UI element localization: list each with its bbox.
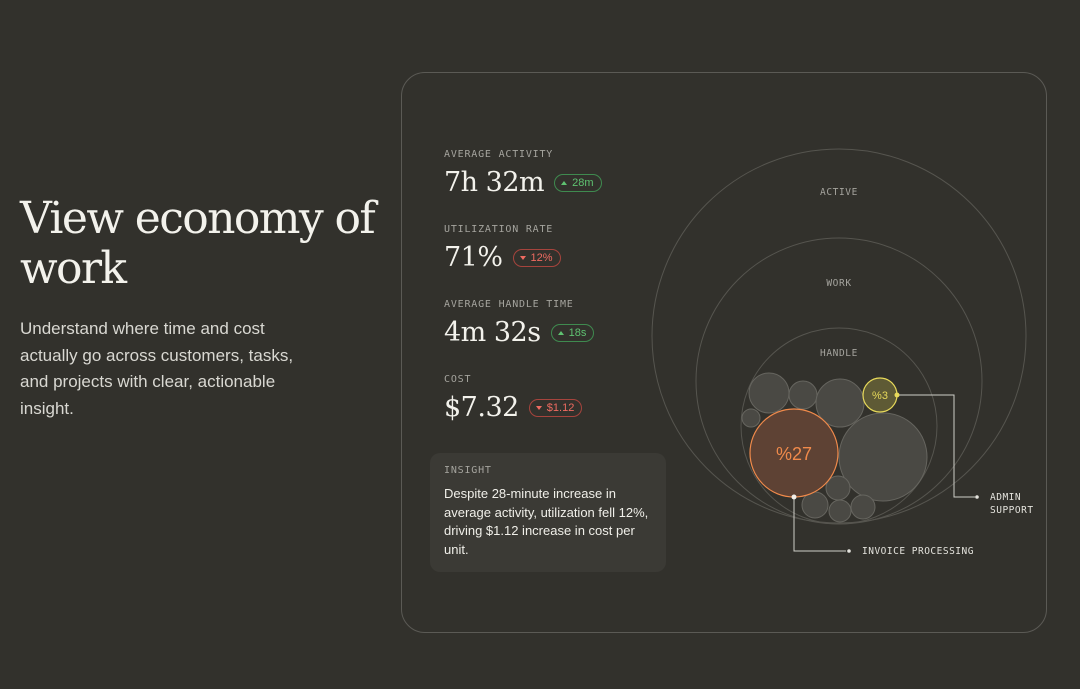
bubble	[748, 372, 790, 414]
metric-value: $7.32	[444, 392, 519, 423]
invoice-callout-line	[793, 497, 846, 552]
admin-callout-line	[897, 394, 975, 498]
ring-label-handle: HANDLE	[820, 348, 858, 359]
bubble	[815, 378, 865, 428]
insight-label: INSIGHT	[444, 465, 492, 476]
admin-share-label: %3	[872, 390, 888, 402]
admin-callout-dot	[894, 392, 900, 398]
metric-average-handle-time: AVERAGE HANDLE TIME 4m 32s 18s	[444, 299, 595, 350]
insight-text: Despite 28-minute increase in average ac…	[444, 486, 649, 557]
bubble	[850, 494, 876, 520]
arrow-up-icon	[557, 331, 564, 335]
delta-badge-up: 18s	[550, 324, 595, 342]
ring-active	[651, 148, 1027, 524]
metric-label: COST	[444, 374, 472, 385]
metric-cost: COST $7.32 $1.12	[444, 374, 583, 425]
arrow-up-icon	[561, 181, 568, 185]
delta-badge-down: $1.12	[528, 399, 583, 417]
hero-description: Understand where time and cost actually …	[20, 319, 294, 418]
metric-value: 4m 32s	[444, 317, 541, 348]
invoice-share-label: %27	[776, 444, 812, 464]
admin-callout-label: ADMIN	[990, 492, 1021, 503]
metric-label: AVERAGE ACTIVITY	[444, 149, 554, 160]
bubble	[828, 499, 852, 523]
ring-label-work: WORK	[826, 278, 851, 289]
bubble	[741, 408, 761, 428]
invoice-callout-label: INVOICE PROCESSING	[862, 546, 974, 557]
invoice-callout-end-dot	[847, 549, 851, 553]
metric-label: AVERAGE HANDLE TIME	[444, 299, 574, 310]
bubble-chart: ACTIVE WORK HANDLE %27 %3 ADMIN SUPPORT …	[651, 148, 1034, 557]
bubble	[838, 412, 928, 502]
delta-value: $1.12	[546, 402, 575, 414]
delta-value: 18s	[568, 327, 587, 339]
arrow-down-icon	[519, 256, 526, 260]
metric-value: 71%	[444, 242, 503, 273]
admin-callout-label: SUPPORT	[990, 505, 1034, 516]
delta-value: 28m	[572, 177, 594, 189]
delta-value: 12%	[530, 252, 553, 264]
admin-callout-end-dot	[975, 495, 979, 499]
insight-panel: INSIGHT Despite 28-minute increase in av…	[430, 453, 666, 572]
invoice-callout-dot	[791, 494, 797, 500]
delta-badge-down: 12%	[512, 249, 561, 267]
hero-title: View economy of work	[20, 193, 376, 294]
metric-label: UTILIZATION RATE	[444, 224, 554, 235]
ring-handle	[740, 327, 938, 525]
metric-average-activity: AVERAGE ACTIVITY 7h 32m 28m	[444, 149, 602, 200]
bubble	[788, 380, 818, 410]
metric-utilization-rate: UTILIZATION RATE 71% 12%	[444, 224, 561, 275]
arrow-down-icon	[535, 406, 542, 410]
metric-value: 7h 32m	[444, 167, 545, 198]
economy-card: AVERAGE ACTIVITY 7h 32m 28m UTILIZATION …	[401, 72, 1047, 633]
delta-badge-up: 28m	[554, 174, 602, 192]
ring-label-active: ACTIVE	[820, 187, 858, 198]
